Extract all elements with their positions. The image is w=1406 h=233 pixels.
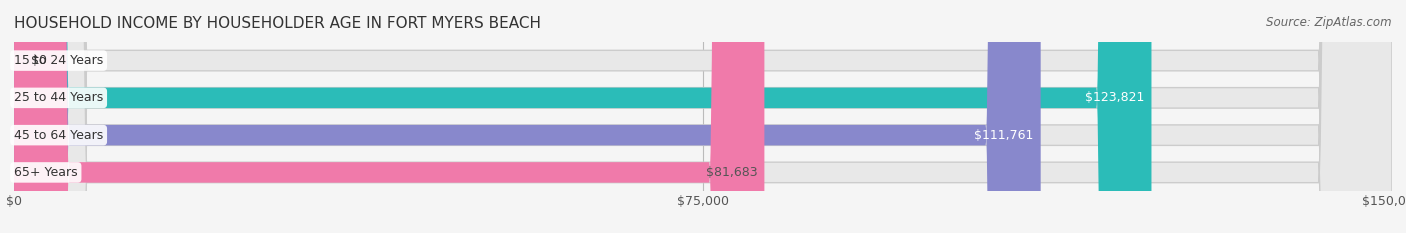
Text: HOUSEHOLD INCOME BY HOUSEHOLDER AGE IN FORT MYERS BEACH: HOUSEHOLD INCOME BY HOUSEHOLDER AGE IN F…: [14, 16, 541, 31]
Text: 25 to 44 Years: 25 to 44 Years: [14, 91, 103, 104]
FancyBboxPatch shape: [14, 0, 1392, 233]
Text: Source: ZipAtlas.com: Source: ZipAtlas.com: [1267, 16, 1392, 29]
Text: 65+ Years: 65+ Years: [14, 166, 77, 179]
FancyBboxPatch shape: [14, 0, 1040, 233]
FancyBboxPatch shape: [14, 0, 1152, 233]
FancyBboxPatch shape: [14, 0, 1392, 233]
Text: $123,821: $123,821: [1085, 91, 1144, 104]
Text: $81,683: $81,683: [706, 166, 758, 179]
Text: $111,761: $111,761: [974, 129, 1033, 142]
Text: 45 to 64 Years: 45 to 64 Years: [14, 129, 103, 142]
Text: 15 to 24 Years: 15 to 24 Years: [14, 54, 103, 67]
FancyBboxPatch shape: [14, 0, 1392, 233]
Text: $0: $0: [31, 54, 46, 67]
FancyBboxPatch shape: [14, 0, 765, 233]
FancyBboxPatch shape: [14, 0, 1392, 233]
